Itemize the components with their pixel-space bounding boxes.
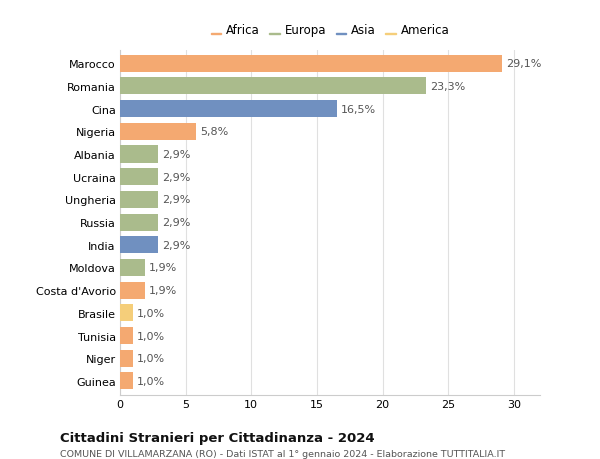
Text: 2,9%: 2,9% [162, 150, 190, 160]
Text: 1,0%: 1,0% [137, 308, 165, 318]
Text: 2,9%: 2,9% [162, 240, 190, 250]
Text: 2,9%: 2,9% [162, 218, 190, 228]
Bar [120, 350, 133, 367]
Text: 2,9%: 2,9% [162, 172, 190, 182]
Bar [120, 214, 158, 231]
Text: 1,0%: 1,0% [137, 353, 165, 364]
Text: 16,5%: 16,5% [341, 104, 376, 114]
Text: 29,1%: 29,1% [506, 59, 541, 69]
Bar [120, 327, 133, 344]
Bar [120, 123, 196, 140]
Text: 1,9%: 1,9% [149, 263, 177, 273]
Bar [120, 56, 502, 73]
Text: 23,3%: 23,3% [430, 82, 465, 92]
Bar [120, 282, 145, 299]
Bar [120, 237, 158, 254]
Text: 1,9%: 1,9% [149, 285, 177, 296]
Text: 1,0%: 1,0% [137, 376, 165, 386]
Bar [120, 191, 158, 208]
Text: 2,9%: 2,9% [162, 195, 190, 205]
Bar [120, 373, 133, 390]
Bar [120, 78, 426, 95]
Bar [120, 146, 158, 163]
Bar [120, 169, 158, 186]
Bar [120, 259, 145, 276]
Legend: Africa, Europa, Asia, America: Africa, Europa, Asia, America [208, 22, 452, 39]
Text: 1,0%: 1,0% [137, 331, 165, 341]
Text: Cittadini Stranieri per Cittadinanza - 2024: Cittadini Stranieri per Cittadinanza - 2… [60, 431, 374, 444]
Text: 5,8%: 5,8% [200, 127, 229, 137]
Text: COMUNE DI VILLAMARZANA (RO) - Dati ISTAT al 1° gennaio 2024 - Elaborazione TUTTI: COMUNE DI VILLAMARZANA (RO) - Dati ISTAT… [60, 449, 505, 458]
Bar [120, 305, 133, 322]
Bar [120, 101, 337, 118]
